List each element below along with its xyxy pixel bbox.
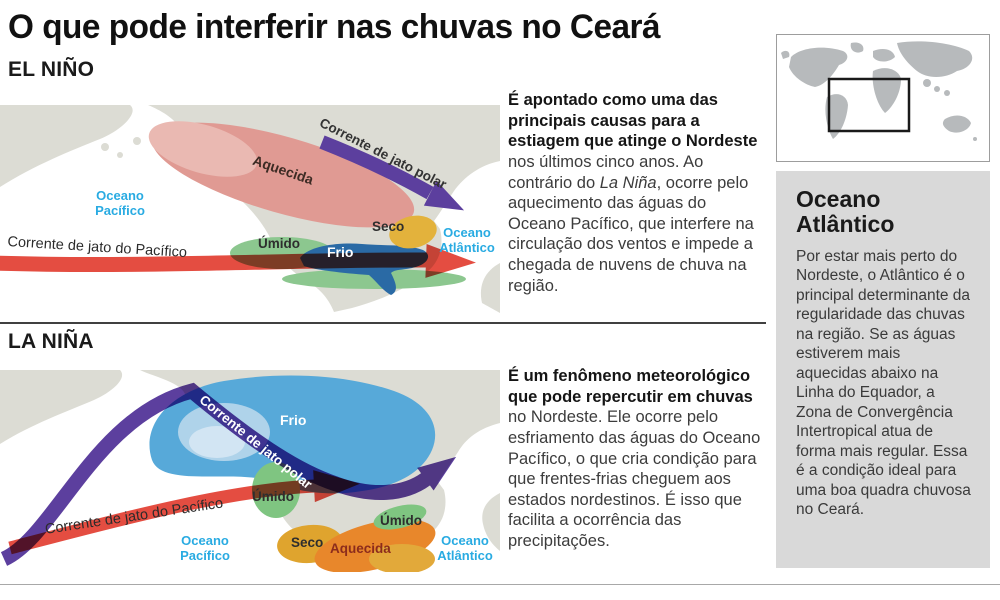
pacific-ocean-label: Oceano Pacífico [180,533,230,563]
atlantic-ocean-label: Oceano Atlântico [437,533,493,563]
atlantic-ocean-label: Oceano Atlântico [439,225,495,255]
seco-zone-right [369,544,435,572]
frio-label: Frio [280,412,307,428]
la-nina-map: Corrente de jato polar Frio Corrente de … [0,368,500,572]
el-nino-desc-italic: La Niña [599,173,657,192]
polar-jet-arrow [0,382,457,566]
bottom-rule [0,584,1000,585]
section-heading-la-nina: LA NIÑA [8,330,94,353]
el-nino-map: Corrente de jato polar Aquecida Oceano P… [0,103,500,315]
aquecida-label: Aquecida [330,541,391,556]
sidebar-body: Por estar mais perto do Nordeste, o Atlâ… [796,247,971,519]
el-nino-illustration [0,105,500,313]
frio-label: Frio [327,244,354,260]
page-title: O que pode interferir nas chuvas no Cear… [8,8,661,46]
world-map-icon [781,41,977,141]
el-nino-desc-text-1: nos últimos cinco anos. Ao contrário do [508,152,704,192]
el-nino-desc-text-2: , ocorre pelo aquecimento das águas do O… [508,173,754,295]
la-nina-desc-text: no Nordeste. Ele ocorre pelo esfriamento… [508,408,761,550]
sidebar-heading: Oceano Atlântico [796,186,895,237]
umido-right-label: Úmido [380,513,422,528]
pacific-jet-arrow [8,470,360,555]
umido-label: Úmido [258,236,300,251]
la-nina-illustration [0,370,500,572]
atlantic-highlight-box [827,77,911,133]
section-divider [0,322,766,324]
seco-label: Seco [372,219,405,234]
seco-zone [389,215,437,249]
umido-zone-right [373,504,427,530]
polar-jet-arrow [319,135,465,211]
umido-center-label: Úmido [252,489,294,504]
world-locator-map [776,34,990,162]
frio-zone-lighter [189,426,245,458]
el-nino-desc-lead: É apontado como uma das principais causa… [508,91,758,151]
aquecida-zone-light [148,121,258,177]
seco-label: Seco [291,535,324,550]
pacific-ocean-label: Oceano Pacífico [95,188,145,218]
section-heading-el-nino: EL NIÑO [8,58,95,81]
atlantic-sidebar: Oceano Atlântico Por estar mais perto do… [776,171,990,568]
la-nina-description: É um fenômeno meteorológico que pode rep… [508,366,768,552]
pacific-jet-arrow [0,243,476,278]
la-nina-desc-lead: É um fenômeno meteorológico que pode rep… [508,367,753,406]
el-nino-description: É apontado como uma das principais causa… [508,90,768,296]
